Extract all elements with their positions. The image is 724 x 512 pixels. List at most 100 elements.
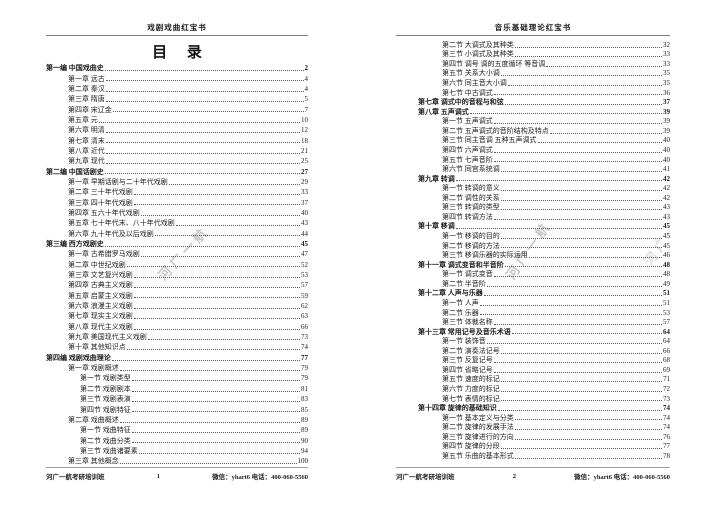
footer-rule [396, 467, 670, 468]
toc-entry-label: 第十章 移调 [418, 222, 455, 231]
toc-row: 第三章 四十年代戏剧 37 [46, 197, 308, 207]
toc-entry-label: 第二节 戏剧剧本 [80, 384, 131, 393]
toc-row: 第一节 人声 51 [396, 298, 670, 308]
toc-entry-page-number: 73 [301, 333, 308, 342]
toc-row: 第三节 移调乐器的实际运用 46 [396, 250, 670, 260]
toc-entry-label: 第七章 清末 [68, 136, 105, 145]
dot-leader [514, 415, 662, 421]
toc-row: 第三章 其他概念 100 [46, 456, 308, 466]
toc-entry-label: 第二章 秦汉 [68, 84, 105, 93]
toc-row: 第六节 同宫系统调 41 [396, 164, 670, 174]
toc-row: 第八章 五声调式 39 [396, 107, 670, 117]
toc-row: 第四章 五六十年代戏剧 40 [46, 208, 308, 218]
toc-row: 第六章 明清 12 [46, 125, 308, 135]
toc-row: 第二节 演奏法记号 66 [396, 346, 670, 356]
toc-row: 第八章 近代 21 [46, 146, 308, 156]
toc-entry-label: 第一节 调式变音 [442, 270, 493, 279]
dot-leader [133, 190, 300, 196]
toc-row: 第七节 表情的标记 73 [396, 394, 670, 404]
toc-row: 第一章 早期话剧与二十年代戏剧 29 [46, 177, 308, 187]
toc-row: 第七节 中古调式 36 [396, 88, 670, 98]
dot-leader [514, 425, 662, 431]
toc-entry-label: 第三节 同主音调 五种五声调式 [442, 136, 537, 145]
dot-leader [147, 334, 300, 340]
dot-leader [133, 272, 300, 278]
toc-entry-label: 第六节 同宫系统调 [442, 165, 500, 174]
toc-row: 第四章 宋辽金 7 [46, 104, 308, 114]
toc-row: 第一节 转调的意义 42 [396, 183, 670, 193]
toc-row: 第十三章 常用记号及音乐术语 64 [396, 327, 670, 337]
toc-row: 第二节 戏曲分类 90 [46, 435, 308, 445]
toc-entry-page-number: 27 [301, 167, 308, 176]
dot-leader [500, 185, 662, 191]
toc-entry-label: 第一节 装饰音 [442, 337, 486, 346]
toc-entry-page-number: 43 [663, 212, 670, 221]
toc-entry-label: 第四章 五六十年代戏剧 [68, 208, 140, 217]
toc-entry-label: 第一节 戏曲特征 [80, 426, 131, 435]
dot-leader [500, 377, 662, 383]
toc-row: 第二节 大调式及其种类 32 [396, 40, 670, 50]
toc-entry-page-number: 79 [301, 364, 308, 373]
toc-entry-page-number: 48 [663, 260, 670, 269]
toc-row: 第一节 戏曲特征 89 [46, 425, 308, 435]
toc-entry-page-number: 33 [663, 50, 670, 59]
toc-entry-page-number: 21 [301, 146, 308, 155]
dot-leader [493, 367, 662, 373]
page-left: 戏剧戏曲红宝书 目 录 河广一航 第一编 中国戏曲史 2 第一章 远古 4 第二章 秦汉… [46, 0, 308, 512]
toc-entry-page-number: 57 [663, 318, 670, 327]
toc-entry-label: 第二节 乐器 [442, 308, 479, 317]
dot-leader [500, 233, 662, 239]
toc-entry-page-number: 39 [663, 126, 670, 135]
dot-leader [500, 386, 662, 392]
toc-entry-page-number: 45 [663, 222, 670, 231]
toc-row: 第二节 旋律的发展手法 74 [396, 423, 670, 433]
dot-leader [493, 147, 662, 153]
toc-entry-label: 第四节 六声调式 [442, 145, 493, 154]
toc-entry-page-number: 90 [301, 436, 308, 445]
toc-entry-label: 第九章 美国现代主义戏剧 [68, 333, 147, 342]
toc-row: 第二章 三十年代戏剧 33 [46, 187, 308, 197]
toc-entry-page-number: 71 [663, 375, 670, 384]
dot-leader [126, 345, 300, 351]
dot-leader [486, 281, 662, 287]
toc-entry-page-number: 73 [663, 394, 670, 403]
toc-entry-label: 第四节 省略记号 [442, 365, 493, 374]
dot-leader [455, 224, 662, 230]
toc-entry-page-number: 47 [301, 250, 308, 259]
toc-row: 第三编 西方戏剧史 45 [46, 239, 308, 249]
toc-entry-label: 第三节 戏曲诸要素 [80, 446, 138, 455]
toc-row: 第一节 装饰音 64 [396, 336, 670, 346]
dot-leader [500, 195, 662, 201]
dot-leader [493, 358, 662, 364]
toc-entry-label: 第七章 调式中的音程与和弦 [418, 98, 504, 107]
toc-row: 第五节 七声音阶 40 [396, 155, 670, 165]
toc-row: 第四节 六声调式 40 [396, 145, 670, 155]
dot-leader [131, 376, 300, 382]
toc-entry-page-number: 81 [301, 384, 308, 393]
dot-leader [500, 243, 662, 249]
toc-row: 第二节 戏剧剧本 81 [46, 384, 308, 394]
toc-entry-label: 第八章 五声调式 [418, 107, 469, 116]
toc-entry-label: 第十一章 调式变音和半音阶 [418, 260, 504, 269]
toc-entry-label: 第三章 文艺复兴戏剧 [68, 271, 133, 280]
toc-row: 第三节 旋律进行的方向 76 [396, 432, 670, 442]
toc-entry-page-number: 64 [663, 337, 670, 346]
toc-entry-page-number: 4 [304, 74, 309, 83]
dot-leader [119, 458, 297, 464]
dot-leader [104, 241, 300, 247]
toc-entry-page-number: 46 [663, 251, 670, 260]
toc-entry-page-number: 40 [663, 136, 670, 145]
dot-leader [133, 200, 300, 206]
toc-entry-page-number: 25 [301, 157, 308, 166]
toc-entry-label: 第十二章 人声与乐器 [418, 289, 483, 298]
toc-entry-label: 第四章 古典主义戏剧 [68, 281, 133, 290]
toc-entry-label: 第九章 转调 [418, 174, 455, 183]
toc-entry-label: 第一章 早期话剧与二十年代戏剧 [68, 177, 168, 186]
dot-leader [504, 99, 662, 105]
dot-leader [140, 252, 300, 258]
toc-row: 第五章 七十年代末、八十年代戏剧 43 [46, 218, 308, 228]
toc-row: 第二编 中国话剧史 27 [46, 166, 308, 176]
toc-entry-page-number: 39 [663, 117, 670, 126]
toc-row: 第二节 乐器 53 [396, 308, 670, 318]
